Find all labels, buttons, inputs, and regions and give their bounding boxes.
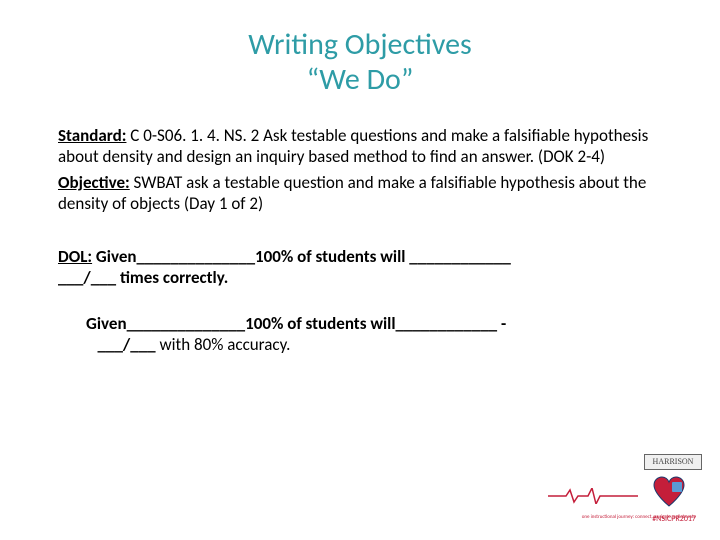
dol2-line2-prefix: ___/___ — [86, 334, 159, 355]
footer-hashtag: #NSICPR2017 — [652, 514, 696, 524]
title-line-1: Writing Objectives — [58, 28, 662, 63]
standard-label: Standard: — [58, 125, 126, 146]
logo-area: HARRISON one instructional journey: conn… — [542, 454, 702, 524]
title-block: Writing Objectives “We Do” — [58, 28, 662, 97]
objective-label: Objective: — [58, 172, 130, 193]
dol-paragraph-2: Given______________100% of students will… — [58, 313, 662, 356]
dol2-line1: Given______________100% of students will… — [86, 313, 506, 334]
dol-paragraph-1: DOL: Given______________100% of students… — [58, 246, 662, 289]
dol1-line1: Given______________100% of students will… — [92, 246, 511, 267]
dol-label: DOL: — [58, 246, 92, 267]
heart-ecg-logo: one instructional journey: connect, navi… — [548, 474, 698, 512]
objective-paragraph: Objective: SWBAT ask a testable question… — [58, 172, 662, 215]
ecg-line-icon — [548, 488, 638, 504]
dol1-line2: ___/___ times correctly. — [58, 267, 228, 288]
heart-icon — [652, 476, 686, 508]
title-line-2: “We Do” — [58, 63, 662, 98]
standard-paragraph: Standard: C 0-S06. 1. 4. NS. 2 Ask testa… — [58, 125, 662, 168]
harrison-logo: HARRISON — [644, 454, 702, 470]
objective-text: SWBAT ask a testable question and make a… — [58, 172, 646, 214]
dol2-line2-rest: with 80% accuracy. — [159, 334, 290, 355]
standard-text: C 0-S06. 1. 4. NS. 2 Ask testable questi… — [58, 125, 648, 167]
slide-container: Writing Objectives “We Do” Standard: C 0… — [0, 0, 720, 540]
